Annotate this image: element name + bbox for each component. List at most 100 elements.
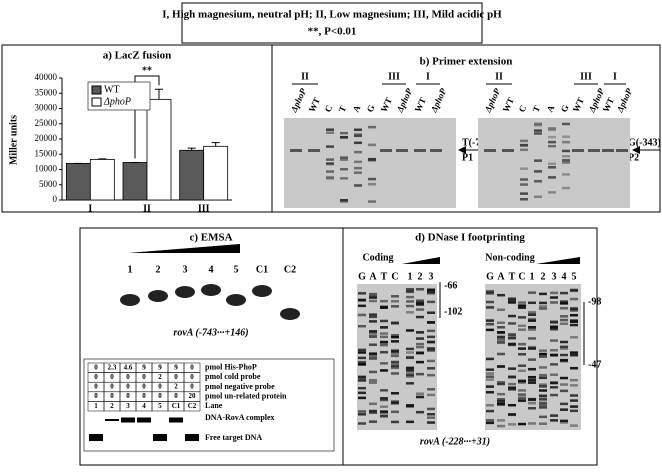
gel-band (550, 353, 558, 357)
gel-band (548, 166, 556, 169)
gel-band (497, 403, 505, 406)
cell-text: 0 (190, 383, 194, 391)
gel-band (368, 200, 376, 203)
gel-band (358, 386, 366, 390)
lane-label: C (518, 271, 525, 282)
gel-band (391, 364, 399, 368)
gel-band (570, 313, 578, 317)
gel-band (380, 332, 388, 335)
gel-band (550, 325, 558, 329)
bar (65, 162, 91, 201)
gel-band (406, 288, 414, 291)
gel-band (539, 292, 547, 296)
gel-band (391, 362, 399, 366)
gel-band (518, 399, 526, 403)
gel-band (570, 289, 578, 293)
lane-label: 2 (541, 271, 546, 282)
gel-band (570, 378, 578, 382)
panel-c-title: c) EMSA (189, 232, 232, 244)
gel-band (358, 375, 366, 379)
gel-band (528, 291, 536, 294)
gel-band (358, 313, 366, 317)
free-label: Free target DNA (205, 433, 262, 442)
gel-band (539, 383, 547, 386)
gel-band (369, 357, 377, 360)
gel-band (550, 339, 558, 342)
gel-band (326, 170, 334, 173)
gel-band (570, 384, 578, 387)
gel-band (518, 342, 526, 346)
gel-band (252, 285, 272, 297)
gel-band (427, 421, 435, 424)
lane-label: 1 (128, 264, 133, 275)
cell-text: 0 (174, 392, 178, 400)
bar (203, 145, 229, 201)
product-band (616, 149, 628, 152)
lane-label: 4 (562, 271, 567, 282)
gel-band (340, 156, 348, 159)
gel-band (570, 405, 578, 408)
gel-band (391, 354, 399, 358)
gel-band (368, 143, 376, 147)
gel-band (539, 394, 547, 398)
gel-band (427, 407, 435, 411)
gel-band (391, 335, 399, 339)
gel-band (427, 340, 435, 344)
gel-band (486, 409, 494, 413)
cell-text: 0 (174, 373, 178, 381)
gel-band (486, 418, 494, 422)
product-band (414, 149, 426, 152)
gel-band (427, 393, 435, 397)
wedge (128, 244, 240, 253)
gel-band (354, 166, 362, 170)
gel-band (380, 340, 388, 344)
product-band (484, 149, 496, 152)
gel-band (358, 324, 366, 328)
legend-swatch (91, 85, 102, 95)
gel-band (534, 129, 542, 132)
schematic-complex (137, 417, 151, 423)
gel-band (486, 357, 494, 361)
gel-band (391, 305, 399, 308)
cell-text: 0 (94, 363, 98, 371)
left-product: P1 (462, 152, 473, 163)
gel-band (560, 389, 568, 393)
gel-band (520, 178, 528, 181)
gel-band (380, 405, 388, 408)
x-tick-label: I (88, 203, 92, 214)
gel-band (497, 397, 505, 401)
gel-band (534, 124, 542, 127)
gel-band (175, 286, 195, 298)
gel-band (358, 348, 366, 352)
panel-d (342, 227, 598, 466)
y-tick-label: 35000 (35, 87, 58, 97)
gel-band (358, 348, 366, 352)
gel-band (539, 415, 547, 419)
gel-band (508, 322, 516, 325)
cell-text: 4 (142, 402, 146, 410)
gel-band (539, 307, 547, 310)
lane-label: C (517, 104, 529, 114)
lane-label: G (559, 103, 571, 114)
cell-text: 4.6 (124, 363, 133, 371)
lane-label: C1 (256, 264, 268, 275)
footprint-probe: rovA (-228···+31) (420, 436, 490, 447)
site-label: -98 (588, 296, 601, 307)
cell-text: 9 (158, 363, 162, 371)
gel-band (497, 337, 505, 341)
gel-band (570, 323, 578, 327)
lane-label: 3 (429, 271, 434, 282)
gel-band (562, 135, 570, 138)
lane-label: G (486, 271, 494, 282)
cell-text: 0 (142, 392, 146, 400)
gel-band (369, 381, 377, 384)
product-band (602, 149, 614, 152)
gel-band (416, 315, 424, 319)
arrow-head (632, 146, 640, 154)
gel-band (369, 292, 377, 296)
gel-band (518, 396, 526, 399)
gel-band (486, 404, 494, 407)
gel-band (560, 306, 568, 310)
gel-band (518, 301, 526, 304)
gel-band (518, 328, 526, 331)
